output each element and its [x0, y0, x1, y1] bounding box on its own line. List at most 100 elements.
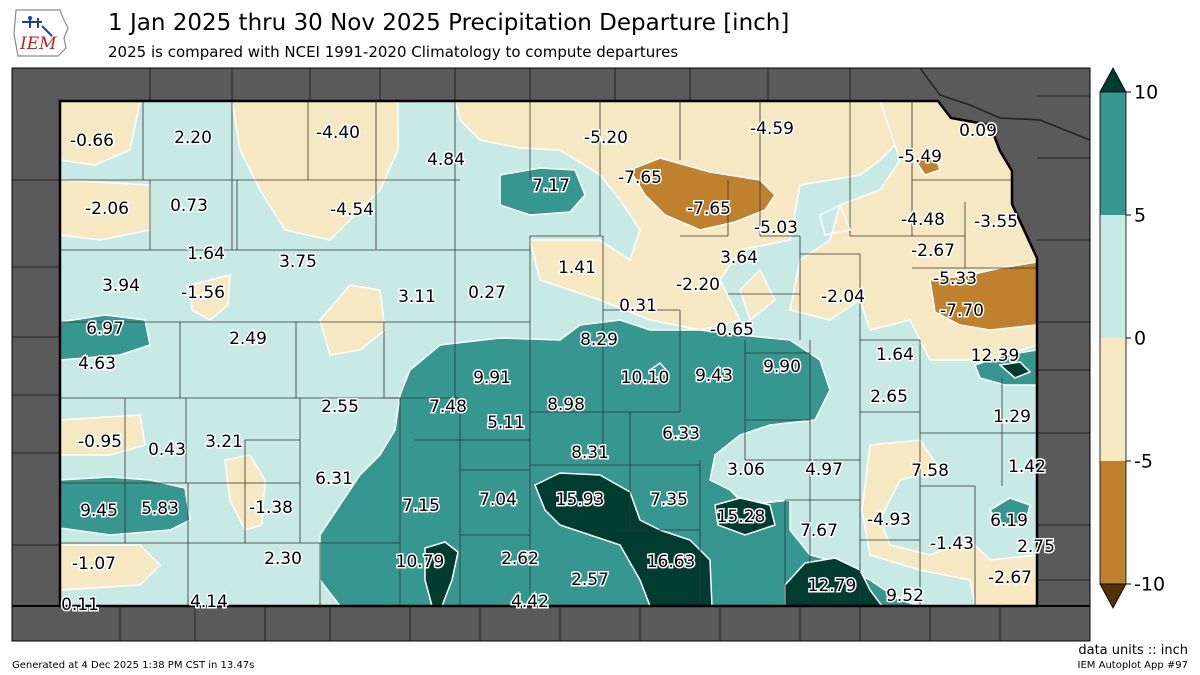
departure-value-label: -1.43 [930, 534, 974, 554]
departure-value-label: 2.30 [264, 549, 302, 569]
departure-value-label: -4.54 [330, 200, 374, 220]
departure-value-label: 1.41 [558, 258, 596, 278]
departure-value-label: 2.65 [870, 387, 908, 407]
departure-value-label: 2.57 [571, 570, 609, 590]
departure-value-label: 0.31 [619, 296, 657, 316]
departure-value-label: -5.49 [898, 147, 942, 167]
departure-value-label: 2.49 [229, 329, 267, 349]
departure-value-label: 3.06 [727, 460, 765, 480]
departure-value-label: -5.03 [754, 218, 798, 238]
departure-value-label: -4.48 [901, 210, 945, 230]
departure-value-label: -4.93 [867, 510, 911, 530]
departure-value-label: -1.56 [181, 283, 225, 303]
colorbar-tick: -10 [1134, 574, 1165, 596]
departure-value-label: 10.10 [621, 368, 670, 388]
departure-value-label: -2.20 [676, 275, 720, 295]
departure-value-label: 7.15 [402, 496, 440, 516]
county-boundaries [60, 101, 1037, 606]
page-title: 1 Jan 2025 thru 30 Nov 2025 Precipitatio… [108, 10, 790, 36]
departure-value-label: -4.40 [316, 123, 360, 143]
departure-value-label: 9.91 [473, 368, 511, 388]
missouri-river [919, 68, 1090, 141]
departure-value-label: 7.58 [911, 461, 949, 481]
colorbar-tick: -5 [1134, 451, 1153, 473]
departure-value-label: 3.94 [102, 276, 140, 296]
departure-value-label: -2.67 [988, 568, 1032, 588]
departure-value-label: 3.64 [720, 248, 758, 268]
app-credit: IEM Autoplot App #97 [1077, 660, 1188, 671]
departure-value-label: -5.33 [933, 269, 977, 289]
departure-value-label: 9.43 [695, 366, 733, 386]
departure-value-label: 0.43 [148, 440, 186, 460]
colorbar-extend-top [1099, 67, 1127, 93]
departure-value-label: 1.64 [876, 345, 914, 365]
departure-value-label: -2.67 [911, 241, 955, 261]
departure-value-label: 8.29 [580, 330, 618, 350]
colorbar-tick: 0 [1134, 328, 1146, 350]
departure-value-label: -1.38 [249, 498, 293, 518]
departure-value-label: 0.27 [468, 283, 506, 303]
departure-value-label: 15.28 [717, 507, 766, 527]
departure-value-label: 1.42 [1008, 457, 1046, 477]
page-subtitle: 2025 is compared with NCEI 1991-2020 Cli… [108, 43, 679, 61]
departure-value-label: 2.20 [174, 128, 212, 148]
departure-value-label: 0.73 [170, 196, 208, 216]
departure-value-label: 1.64 [187, 244, 225, 264]
departure-value-label: 0.11 [61, 595, 99, 615]
iowa-outline-icon [13, 9, 69, 57]
departure-value-label: 7.35 [650, 490, 688, 510]
departure-value-label: 16.63 [647, 552, 696, 572]
colorbar-band-neg [1100, 338, 1126, 461]
departure-value-label: 4.97 [805, 460, 843, 480]
departure-value-label: -0.65 [710, 320, 754, 340]
departure-value-label: 0.09 [959, 121, 997, 141]
colorbar-band-low [1100, 461, 1126, 584]
departure-value-label: 4.42 [511, 592, 549, 612]
departure-value-label: 3.21 [205, 432, 243, 452]
departure-value-label: 6.31 [315, 469, 353, 489]
departure-value-label: 2.62 [501, 549, 539, 569]
departure-value-label: -0.95 [78, 432, 122, 452]
departure-value-label: 4.63 [78, 354, 116, 374]
generated-timestamp: Generated at 4 Dec 2025 1:38 PM CST in 1… [12, 660, 255, 671]
departure-value-label: 3.75 [279, 252, 317, 272]
departure-value-label: -3.55 [974, 212, 1018, 232]
iem-logo: IEM [8, 4, 72, 60]
departure-value-label: 2.55 [321, 397, 359, 417]
departure-value-label: 5.83 [141, 499, 179, 519]
departure-value-label: 4.84 [427, 150, 465, 170]
departure-value-label: 15.93 [556, 490, 605, 510]
departure-value-label: -7.70 [940, 301, 984, 321]
departure-value-label: 6.19 [990, 511, 1028, 531]
departure-value-label: 8.31 [571, 443, 609, 463]
neighbor-boundaries [12, 68, 1090, 641]
departure-value-label: 7.48 [429, 397, 467, 417]
departure-value-label: -2.04 [821, 287, 865, 307]
kansas-contours [60, 101, 1037, 606]
value-labels: -0.66 2.20 -4.40 4.84 -5.20 -4.59 0.09 -5.49 7.1… [60, 118, 1057, 617]
colorbar-tick: 5 [1134, 205, 1146, 227]
departure-value-label: -4.59 [750, 119, 794, 139]
data-units-label: data units :: inch [1078, 643, 1188, 658]
departure-value-label: 9.90 [763, 357, 801, 377]
departure-value-label: -5.20 [584, 128, 628, 148]
departure-value-label: 5.11 [487, 413, 525, 433]
departure-value-label: 6.97 [86, 319, 124, 339]
departure-value-label: -1.07 [72, 554, 116, 574]
colorbar: 10 5 0 -5 -10 [1099, 67, 1165, 609]
departure-value-label: 12.79 [808, 576, 857, 596]
departure-value-label: -0.66 [70, 131, 114, 151]
departure-value-label: 9.45 [80, 501, 118, 521]
departure-value-label: 6.33 [662, 424, 700, 444]
departure-value-label: -2.06 [85, 199, 129, 219]
colorbar-band-pos [1100, 215, 1126, 338]
departure-value-label: 12.39 [971, 346, 1020, 366]
colorbar-band-high [1100, 92, 1126, 215]
departure-value-label: -7.65 [618, 168, 662, 188]
departure-value-label: 1.29 [993, 407, 1031, 427]
colorbar-tick: 10 [1134, 82, 1158, 104]
colorbar-extend-bottom [1099, 583, 1127, 609]
map-frame [11, 67, 1091, 642]
departure-value-label: 9.52 [886, 586, 924, 606]
departure-value-label: 4.14 [190, 592, 228, 612]
